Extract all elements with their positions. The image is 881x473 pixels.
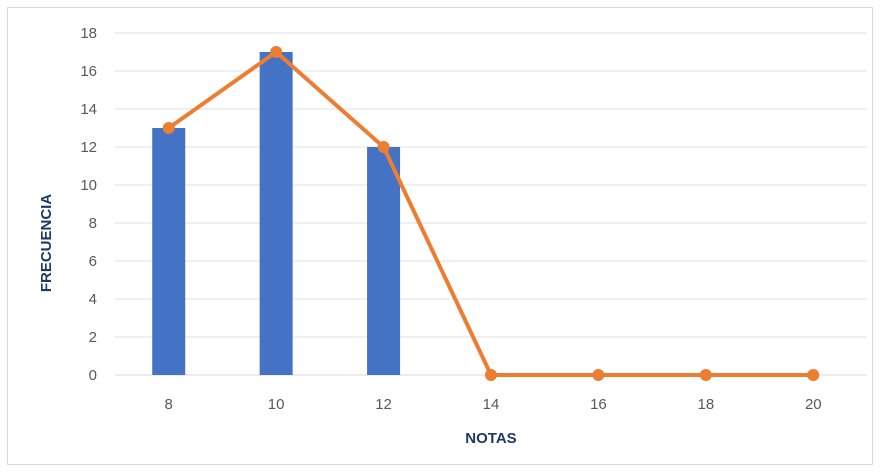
x-tick-label: 10 <box>268 396 285 413</box>
y-tick-label: 6 <box>89 253 97 270</box>
x-tick-label: 12 <box>375 396 392 413</box>
y-tick-label: 0 <box>89 367 97 384</box>
line-series <box>162 46 820 381</box>
x-tick-label: 8 <box>165 396 173 413</box>
bar <box>152 128 186 375</box>
y-tick-label: 4 <box>89 291 97 308</box>
y-tick-labels: 0 2 4 6 8 10 12 14 16 18 <box>80 25 97 384</box>
bar <box>259 52 293 375</box>
x-tick-label: 20 <box>805 396 822 413</box>
y-tick-label: 12 <box>80 139 97 156</box>
line-point <box>592 369 605 381</box>
line-point <box>162 122 175 134</box>
y-tick-label: 8 <box>89 215 97 232</box>
bar-series <box>152 52 401 375</box>
y-tick-label: 14 <box>80 101 97 118</box>
line-point <box>699 369 712 381</box>
line-point <box>807 369 820 381</box>
y-tick-label: 16 <box>80 63 97 80</box>
y-tick-label: 18 <box>80 25 97 42</box>
line-point <box>270 46 283 58</box>
y-tick-label: 10 <box>80 177 97 194</box>
x-tick-label: 14 <box>483 396 500 413</box>
x-tick-label: 18 <box>698 396 715 413</box>
line-point <box>485 369 497 381</box>
x-tick-label: 16 <box>590 396 607 413</box>
x-axis-title: NOTAS <box>465 430 516 447</box>
x-tick-labels: 8 10 12 14 16 18 20 <box>165 396 822 413</box>
y-tick-label: 2 <box>89 329 97 346</box>
line-point <box>377 141 390 153</box>
chart-frame <box>7 7 873 465</box>
bar <box>367 147 401 375</box>
y-axis-title: FRECUENCIA <box>38 194 55 293</box>
